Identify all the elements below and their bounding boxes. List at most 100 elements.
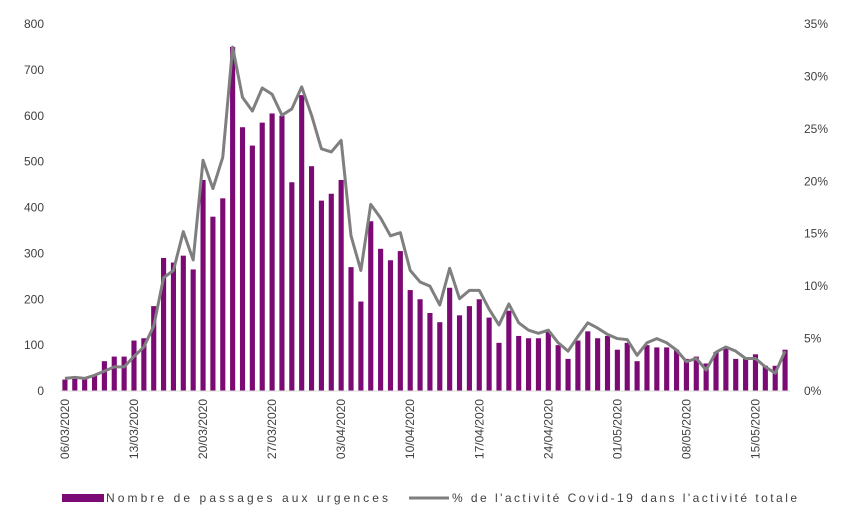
right-tick-label: 20%	[804, 174, 828, 188]
left-tick-label: 800	[24, 17, 44, 31]
bar-06/05/2020	[664, 347, 670, 391]
x-tick-label: 10/04/2020	[403, 399, 417, 459]
bar-23/03/2020	[230, 46, 236, 391]
bar-12/04/2020	[427, 313, 433, 391]
x-tick-label: 15/05/2020	[748, 399, 762, 459]
bar-16/03/2020	[161, 257, 167, 391]
bar-05/05/2020	[654, 347, 660, 391]
bar-26/04/2020	[565, 358, 571, 391]
bar-03/04/2020	[338, 179, 344, 391]
x-tick-label: 13/03/2020	[127, 399, 141, 459]
bar-23/04/2020	[535, 338, 542, 391]
legend-bar-swatch	[62, 494, 104, 502]
x-tick-label: 03/04/2020	[334, 399, 348, 459]
right-tick-label: 30%	[804, 69, 828, 83]
bar-29/04/2020	[595, 338, 601, 391]
bar-09/04/2020	[397, 251, 403, 391]
bar-18/04/2020	[486, 317, 492, 391]
bar-21/04/2020	[516, 335, 522, 391]
bar-07/03/2020	[72, 377, 78, 391]
bar-07/04/2020	[378, 248, 384, 391]
bar-25/03/2020	[249, 145, 255, 391]
right-tick-label: 35%	[804, 17, 828, 31]
bar-27/04/2020	[575, 340, 581, 391]
bar-14/05/2020	[743, 358, 749, 391]
bar-11/03/2020	[111, 356, 117, 391]
x-tick-label: 08/05/2020	[679, 399, 693, 459]
bar-14/04/2020	[447, 287, 453, 391]
bar-13/03/2020	[131, 340, 137, 391]
x-tick-label: 20/03/2020	[196, 399, 210, 459]
left-axis-ticks: 0 100 200 300 400 500 600 700 800	[24, 17, 44, 398]
bar-22/04/2020	[526, 338, 532, 391]
bar-06/03/2020	[62, 379, 68, 391]
bar-24/03/2020	[239, 127, 246, 391]
bar-05/04/2020	[358, 301, 364, 391]
bar-18/03/2020	[180, 255, 186, 391]
bar-03/05/2020	[634, 361, 640, 391]
bar-15/03/2020	[151, 306, 157, 391]
bar-17/03/2020	[170, 262, 177, 391]
bar-17/04/2020	[476, 299, 482, 391]
bar-08/05/2020	[683, 358, 689, 391]
bar-18/05/2020	[782, 349, 788, 391]
bar-25/04/2020	[555, 345, 561, 392]
bar-13/04/2020	[437, 322, 443, 391]
bar-07/05/2020	[673, 349, 680, 391]
bar-15/04/2020	[456, 315, 463, 391]
left-tick-label: 300	[24, 246, 44, 260]
bar-30/03/2020	[299, 95, 305, 392]
x-axis-ticks: 06/03/2020 13/03/2020 20/03/2020 27/03/2020…	[58, 399, 763, 459]
bar-01/05/2020	[614, 349, 620, 391]
bar-13/05/2020	[733, 358, 739, 391]
left-tick-label: 600	[24, 109, 44, 123]
bar-10/03/2020	[101, 361, 107, 391]
bar-17/05/2020	[772, 365, 778, 391]
bar-31/03/2020	[308, 166, 315, 391]
bar-09/03/2020	[91, 374, 98, 391]
left-tick-label: 700	[24, 63, 44, 77]
bar-10/05/2020	[703, 363, 709, 391]
covid-share-line	[64, 45, 787, 380]
bar-08/03/2020	[82, 377, 88, 391]
bar-27/03/2020	[269, 113, 275, 392]
bar-30/04/2020	[604, 335, 611, 391]
left-tick-label: 200	[24, 292, 44, 306]
bars-layer	[62, 46, 788, 392]
right-axis-ticks: 0% 5% 10% 15% 20% 25% 30% 35%	[804, 17, 828, 398]
x-tick-label: 01/05/2020	[610, 399, 624, 459]
legend-line-label: % de l'activité Covid-19 dans l'activité…	[452, 491, 797, 505]
bar-11/05/2020	[713, 352, 719, 391]
line-layer	[64, 45, 787, 380]
bar-06/04/2020	[368, 221, 374, 391]
bar-19/03/2020	[190, 269, 196, 391]
left-tick-label: 500	[24, 155, 44, 169]
bar-28/03/2020	[279, 115, 285, 391]
right-tick-label: 15%	[804, 227, 828, 241]
bar-26/03/2020	[259, 122, 265, 391]
bar-24/04/2020	[545, 331, 551, 391]
right-tick-label: 0%	[804, 384, 822, 398]
x-tick-label: 24/04/2020	[541, 399, 555, 459]
bar-04/05/2020	[644, 345, 650, 392]
bar-04/04/2020	[348, 267, 354, 391]
bar-02/04/2020	[328, 193, 334, 391]
left-tick-label: 0	[37, 384, 44, 398]
left-tick-label: 100	[24, 338, 44, 352]
bar-28/04/2020	[585, 331, 591, 391]
bar-22/03/2020	[220, 198, 226, 391]
bar-16/05/2020	[762, 365, 768, 391]
bar-15/05/2020	[752, 354, 759, 391]
x-tick-label: 17/04/2020	[472, 399, 486, 459]
bar-14/03/2020	[141, 338, 147, 391]
bar-20/04/2020	[506, 310, 512, 391]
bar-12/05/2020	[723, 347, 729, 391]
bar-21/03/2020	[210, 216, 216, 391]
bar-19/04/2020	[496, 342, 502, 391]
right-tick-label: 5%	[804, 332, 822, 346]
x-tick-label: 06/03/2020	[58, 399, 72, 459]
left-tick-label: 400	[24, 201, 44, 215]
bar-16/04/2020	[466, 306, 472, 391]
